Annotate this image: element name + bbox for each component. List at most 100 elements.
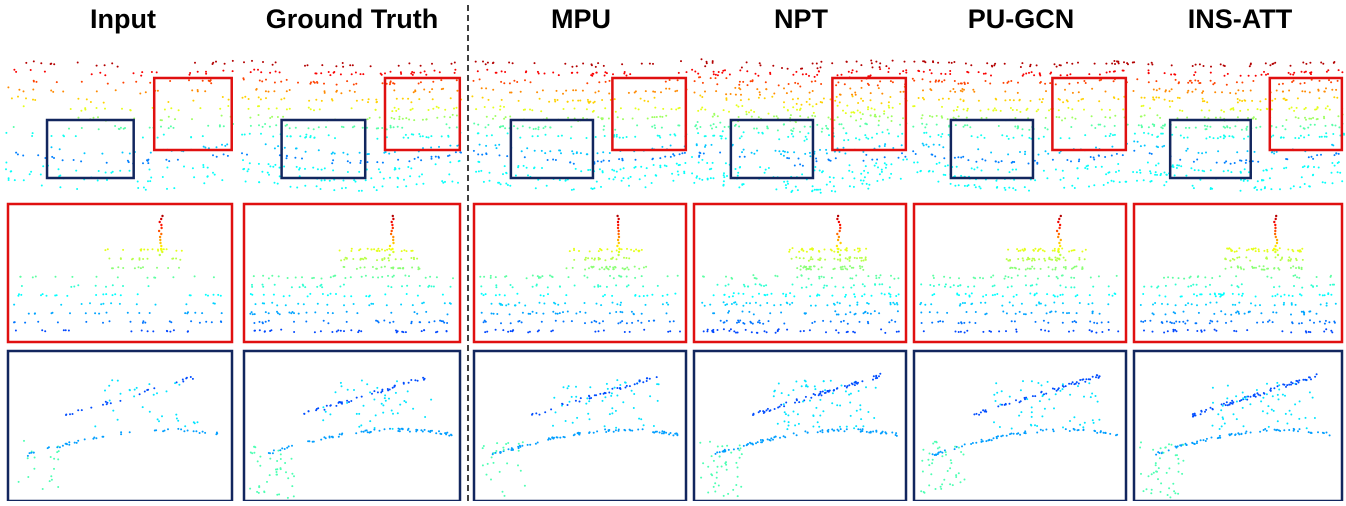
point — [426, 136, 428, 138]
point — [879, 146, 881, 148]
point — [872, 66, 874, 68]
point — [802, 401, 804, 403]
point — [982, 409, 984, 411]
point — [737, 495, 739, 497]
point — [736, 322, 738, 324]
point — [812, 185, 814, 187]
point — [755, 442, 757, 444]
point — [394, 385, 396, 387]
point — [1063, 266, 1065, 268]
point — [599, 393, 601, 395]
point — [373, 399, 375, 401]
point — [358, 249, 360, 251]
point — [980, 110, 982, 112]
point — [289, 89, 291, 91]
point — [967, 71, 969, 73]
point — [555, 313, 557, 315]
point — [506, 462, 508, 464]
point — [767, 438, 769, 440]
point — [649, 395, 651, 397]
point — [701, 96, 703, 98]
point — [351, 107, 353, 109]
point — [1025, 313, 1027, 315]
point — [50, 63, 52, 65]
point — [357, 331, 359, 333]
point — [372, 266, 374, 268]
point — [963, 99, 965, 101]
point — [475, 61, 477, 63]
point — [134, 267, 136, 269]
point — [1033, 268, 1035, 270]
point — [1081, 268, 1083, 270]
point — [662, 303, 664, 305]
point — [594, 286, 596, 288]
point — [724, 462, 726, 464]
point — [844, 385, 846, 387]
point — [1060, 239, 1062, 241]
point — [1138, 124, 1140, 126]
point — [259, 465, 261, 467]
point — [1323, 91, 1325, 93]
point — [597, 284, 599, 286]
point — [956, 109, 958, 111]
point — [944, 165, 946, 167]
point — [190, 376, 192, 378]
point — [1022, 257, 1024, 259]
point — [1147, 162, 1149, 164]
point — [95, 285, 97, 287]
point — [492, 62, 494, 64]
point — [483, 294, 485, 296]
point — [496, 313, 498, 315]
point — [623, 73, 625, 75]
point — [787, 414, 789, 416]
point — [359, 267, 361, 269]
point — [1040, 268, 1042, 270]
point — [557, 99, 559, 101]
point — [496, 442, 498, 444]
point — [1059, 254, 1061, 256]
point — [343, 180, 345, 182]
point — [1043, 258, 1045, 260]
point — [741, 67, 743, 69]
point — [1065, 266, 1067, 268]
point — [920, 312, 922, 314]
point — [1093, 157, 1095, 159]
point — [709, 304, 711, 306]
point — [698, 76, 700, 78]
point — [600, 249, 602, 251]
point — [1109, 433, 1111, 435]
point — [304, 286, 306, 288]
point — [967, 108, 969, 110]
point — [268, 452, 270, 454]
point — [1195, 64, 1197, 66]
point — [778, 150, 780, 152]
point — [351, 248, 353, 250]
point — [780, 312, 782, 314]
point — [631, 430, 633, 432]
point — [312, 167, 314, 169]
point — [931, 116, 933, 118]
point — [1290, 65, 1292, 67]
point — [883, 113, 885, 115]
point — [68, 330, 70, 332]
point — [407, 166, 409, 168]
point — [1093, 422, 1095, 424]
point — [510, 322, 512, 324]
point — [902, 70, 904, 72]
point — [1224, 162, 1226, 164]
point — [70, 286, 72, 288]
point — [129, 170, 131, 172]
point — [1206, 101, 1208, 103]
point — [741, 184, 743, 186]
point — [1111, 146, 1113, 148]
point — [659, 116, 661, 118]
point — [90, 101, 92, 103]
point — [874, 310, 876, 312]
point — [435, 331, 437, 333]
point — [820, 61, 822, 63]
point — [626, 257, 628, 259]
point — [1123, 61, 1125, 63]
point — [959, 305, 961, 307]
point — [376, 138, 378, 140]
point — [1301, 71, 1303, 73]
